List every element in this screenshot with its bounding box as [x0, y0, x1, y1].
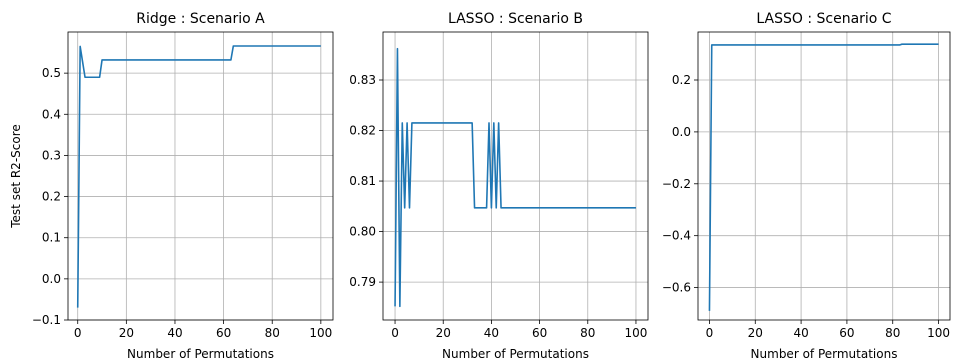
y-tick-label: −0.1: [32, 313, 61, 327]
y-tick-label: 0.2: [42, 190, 61, 204]
axes-frame: [697, 31, 951, 321]
y-tick-label: −0.4: [662, 229, 691, 243]
x-axis-label: Number of Permutations: [751, 347, 898, 361]
y-tick-label: 0.82: [349, 124, 376, 138]
chart-panel-1: 0 20 40 60 80 100 −0.1 0.0 0.1 0.2 0.3 0.4 0.5 Ridge …: [9, 11, 334, 361]
x-tick-label: 60: [532, 326, 547, 340]
y-tick-label: 0.2: [672, 73, 691, 87]
series-line: [394, 47, 636, 308]
chart-title: LASSO : Scenario B: [448, 11, 583, 27]
x-tick-label: 0: [74, 326, 82, 340]
axes-frame: [67, 31, 334, 321]
chart-panel-3: 0 20 40 60 80 100 −0.6 −0.4 −0.2 0.0 0.2 LASSO : Sc…: [662, 11, 951, 361]
y-tick-label: −0.6: [662, 281, 691, 295]
y-tick-label: 0.80: [349, 225, 376, 239]
y-tick-label: 0.0: [672, 125, 691, 139]
x-tick-label: 20: [119, 326, 134, 340]
y-tick-label: 0.83: [349, 73, 376, 87]
x-tick-label: 80: [265, 326, 280, 340]
y-tick-label: 0.0: [42, 272, 61, 286]
y-tick-label: −0.2: [662, 177, 691, 191]
x-axis-label: Number of Permutations: [127, 347, 274, 361]
x-tick-label: 100: [309, 326, 332, 340]
x-tick-label: 0: [706, 326, 714, 340]
x-tick-label: 20: [436, 326, 451, 340]
y-tick-label: 0.81: [349, 174, 376, 188]
y-axis-label: Test set R2-Score: [9, 124, 23, 229]
x-tick-label: 80: [580, 326, 595, 340]
x-tick-label: 0: [391, 326, 399, 340]
chart-panel-2: 0 20 40 60 80 100 0.79 0.80 0.81 0.82 0.83 LASSO : …: [349, 11, 649, 361]
series-line: [708, 43, 939, 311]
x-axis-label: Number of Permutations: [442, 347, 589, 361]
y-tick-label: 0.3: [42, 148, 61, 162]
chart-title: LASSO : Scenario C: [756, 11, 891, 27]
series-line: [76, 45, 321, 308]
x-tick-label: 60: [216, 326, 231, 340]
y-tick-label: 0.4: [42, 107, 61, 121]
x-tick-label: 40: [793, 326, 808, 340]
x-tick-label: 60: [839, 326, 854, 340]
axes-frame: [382, 31, 649, 321]
y-tick-label: 0.79: [349, 275, 376, 289]
y-tick-label: 0.5: [42, 66, 61, 80]
chart-title: Ridge : Scenario A: [136, 11, 265, 27]
y-tick-label: 0.1: [42, 231, 61, 245]
x-tick-label: 100: [625, 326, 648, 340]
x-tick-label: 40: [167, 326, 182, 340]
x-tick-label: 40: [484, 326, 499, 340]
x-tick-label: 100: [927, 326, 950, 340]
x-tick-label: 20: [748, 326, 763, 340]
x-tick-label: 80: [885, 326, 900, 340]
